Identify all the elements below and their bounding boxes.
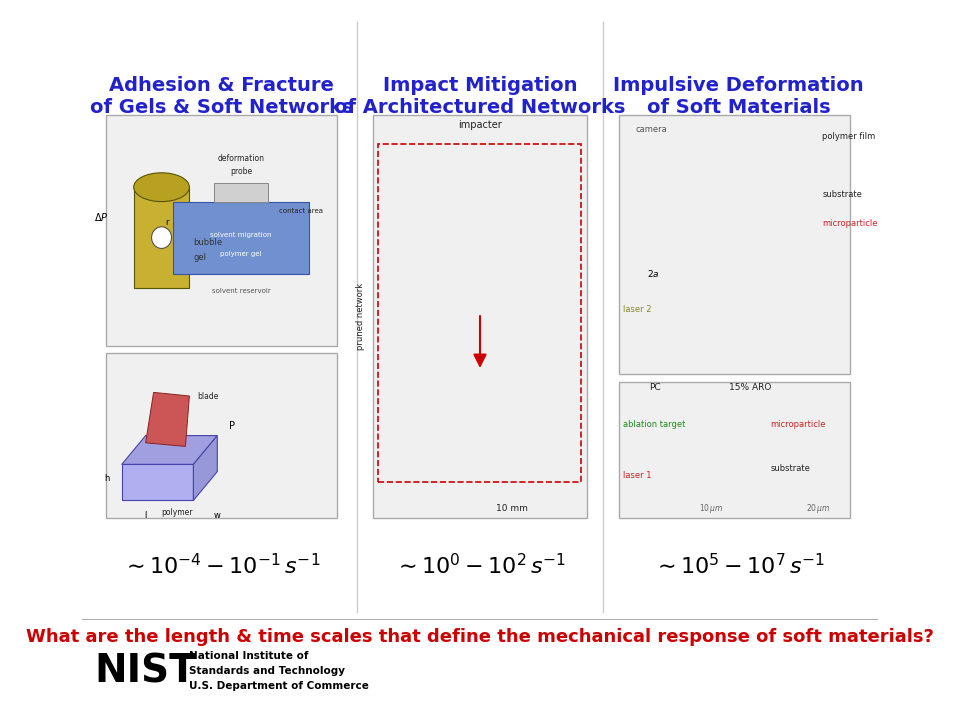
Polygon shape [122, 436, 217, 464]
Text: ablation target: ablation target [623, 420, 685, 429]
Text: polymer gel: polymer gel [221, 251, 262, 257]
Polygon shape [193, 436, 217, 500]
FancyBboxPatch shape [619, 382, 851, 518]
Text: l: l [144, 511, 147, 520]
FancyBboxPatch shape [133, 187, 189, 288]
Ellipse shape [152, 227, 172, 248]
Text: polymer film: polymer film [823, 132, 876, 141]
Text: NIST: NIST [94, 652, 196, 690]
FancyBboxPatch shape [214, 183, 268, 202]
Text: impacter: impacter [458, 120, 502, 130]
Text: $\Delta P$: $\Delta P$ [94, 212, 108, 223]
Text: Impact Mitigation
of Architectured Networks: Impact Mitigation of Architectured Netwo… [334, 76, 626, 117]
Text: solvent migration: solvent migration [210, 232, 272, 238]
Text: r: r [165, 218, 169, 227]
Text: $\sim 10^{-4} - 10^{-1}\, s^{-1}$: $\sim 10^{-4} - 10^{-1}\, s^{-1}$ [122, 553, 321, 577]
Text: 15% ARO: 15% ARO [730, 383, 772, 392]
Text: What are the length & time scales that define the mechanical response of soft ma: What are the length & time scales that d… [26, 628, 934, 647]
Text: National Institute of
Standards and Technology
U.S. Department of Commerce: National Institute of Standards and Tech… [189, 651, 370, 691]
Text: deformation: deformation [218, 155, 265, 163]
Text: w: w [214, 511, 221, 520]
Text: laser 2: laser 2 [623, 305, 652, 314]
Text: pruned network: pruned network [355, 283, 365, 351]
Text: microparticle: microparticle [771, 420, 827, 429]
Text: camera: camera [636, 125, 667, 134]
Text: $10\,\mu m$: $10\,\mu m$ [699, 502, 723, 515]
Text: blade: blade [198, 392, 219, 400]
Polygon shape [146, 392, 189, 446]
Text: polymer: polymer [161, 508, 193, 517]
Text: gel: gel [193, 253, 206, 262]
FancyBboxPatch shape [372, 115, 588, 518]
Text: probe: probe [230, 168, 252, 176]
FancyBboxPatch shape [174, 202, 309, 274]
Text: substrate: substrate [771, 464, 810, 472]
Text: microparticle: microparticle [823, 219, 877, 228]
Text: solvent reservoir: solvent reservoir [212, 288, 271, 294]
Text: contact area: contact area [279, 208, 324, 215]
Text: P: P [229, 421, 235, 431]
Text: 10 mm: 10 mm [496, 504, 528, 513]
FancyBboxPatch shape [106, 353, 337, 518]
Text: $\sim 10^{5} - 10^{7}\, s^{-1}$: $\sim 10^{5} - 10^{7}\, s^{-1}$ [653, 553, 825, 577]
FancyBboxPatch shape [106, 115, 337, 346]
Text: bubble: bubble [193, 238, 223, 247]
Text: Impulsive Deformation
of Soft Materials: Impulsive Deformation of Soft Materials [613, 76, 864, 117]
Polygon shape [122, 464, 193, 500]
Text: laser 1: laser 1 [623, 471, 652, 480]
Text: h: h [105, 474, 109, 483]
Text: substrate: substrate [823, 190, 862, 199]
Text: Adhesion & Fracture
of Gels & Soft Networks: Adhesion & Fracture of Gels & Soft Netwo… [89, 76, 353, 117]
Text: $\sim 10^{0} - 10^{2}\, s^{-1}$: $\sim 10^{0} - 10^{2}\, s^{-1}$ [394, 553, 566, 577]
FancyBboxPatch shape [619, 115, 851, 374]
Text: PC: PC [649, 383, 660, 392]
Text: $2a$: $2a$ [647, 268, 660, 279]
Text: $20\,\mu m$: $20\,\mu m$ [806, 502, 830, 515]
Ellipse shape [133, 173, 189, 202]
